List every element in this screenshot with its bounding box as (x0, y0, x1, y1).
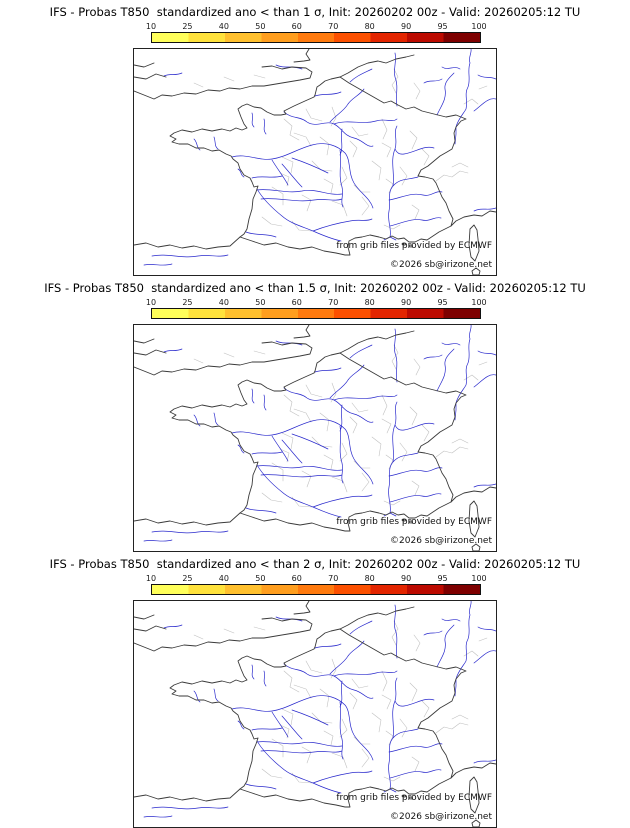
colorbar-ticks: 10 25 40 50 60 70 80 90 95 100 (146, 298, 487, 307)
credit-copyright: ©2026 sb@irizone.net (390, 812, 492, 822)
colorbar-tick: 90 (401, 22, 412, 31)
colorbar-gradient (151, 584, 481, 595)
colorbar-tick: 25 (182, 22, 193, 31)
colorbar-tick: 95 (437, 298, 448, 307)
credit-ecmwf: from grib files provided by ECMWF (336, 793, 492, 803)
panel-sigma-1: IFS - Probas T850 standardized ano < tha… (0, 0, 630, 276)
credit-ecmwf: from grib files provided by ECMWF (336, 517, 492, 527)
credit-copyright: ©2026 sb@irizone.net (390, 260, 492, 270)
colorbar-tick: 40 (218, 298, 229, 307)
colorbar-tick: 100 (471, 298, 487, 307)
colorbar-tick: 80 (364, 298, 375, 307)
colorbar-tick: 100 (471, 574, 487, 583)
colorbar-gradient (151, 32, 481, 43)
credit-copyright: ©2026 sb@irizone.net (390, 536, 492, 546)
probability-colorbar: 10 25 40 50 60 70 80 90 95 100 (146, 574, 487, 595)
colorbar-tick: 40 (218, 574, 229, 583)
france-map: from grib files provided by ECMWF ©2026 … (133, 600, 497, 828)
colorbar-tick: 95 (437, 574, 448, 583)
colorbar-tick: 40 (218, 22, 229, 31)
colorbar-tick: 70 (328, 22, 339, 31)
colorbar-tick: 100 (471, 22, 487, 31)
colorbar-gradient (151, 308, 481, 319)
colorbar-tick: 50 (255, 298, 266, 307)
colorbar-ticks: 10 25 40 50 60 70 80 90 95 100 (146, 22, 487, 31)
credit-ecmwf: from grib files provided by ECMWF (336, 241, 492, 251)
map-credits: from grib files provided by ECMWF ©2026 … (336, 242, 492, 270)
colorbar-tick: 25 (182, 298, 193, 307)
colorbar-tick: 80 (364, 574, 375, 583)
panel-title: IFS - Probas T850 standardized ano < tha… (49, 557, 581, 571)
colorbar-tick: 90 (401, 298, 412, 307)
colorbar-tick: 10 (145, 298, 157, 307)
colorbar-tick: 60 (291, 574, 302, 583)
map-credits: from grib files provided by ECMWF ©2026 … (336, 518, 492, 546)
colorbar-ticks: 10 25 40 50 60 70 80 90 95 100 (146, 574, 487, 583)
france-map: from grib files provided by ECMWF ©2026 … (133, 324, 497, 552)
colorbar-tick: 60 (291, 22, 302, 31)
probability-colorbar: 10 25 40 50 60 70 80 90 95 100 (146, 22, 487, 43)
colorbar-tick: 50 (255, 22, 266, 31)
colorbar-tick: 10 (145, 22, 157, 31)
colorbar-tick: 70 (328, 574, 339, 583)
colorbar-tick: 90 (401, 574, 412, 583)
probability-colorbar: 10 25 40 50 60 70 80 90 95 100 (146, 298, 487, 319)
panel-sigma-2: IFS - Probas T850 standardized ano < tha… (0, 552, 630, 828)
colorbar-tick: 25 (182, 574, 193, 583)
colorbar-tick: 70 (328, 298, 339, 307)
colorbar-tick: 95 (437, 22, 448, 31)
colorbar-tick: 60 (291, 298, 302, 307)
map-credits: from grib files provided by ECMWF ©2026 … (336, 794, 492, 822)
panel-sigma-1-5: IFS - Probas T850 standardized ano < tha… (0, 276, 630, 552)
colorbar-tick: 80 (364, 22, 375, 31)
colorbar-tick: 50 (255, 574, 266, 583)
colorbar-tick: 10 (145, 574, 157, 583)
panel-title: IFS - Probas T850 standardized ano < tha… (44, 281, 586, 295)
panel-title: IFS - Probas T850 standardized ano < tha… (49, 5, 581, 19)
france-map: from grib files provided by ECMWF ©2026 … (133, 48, 497, 276)
